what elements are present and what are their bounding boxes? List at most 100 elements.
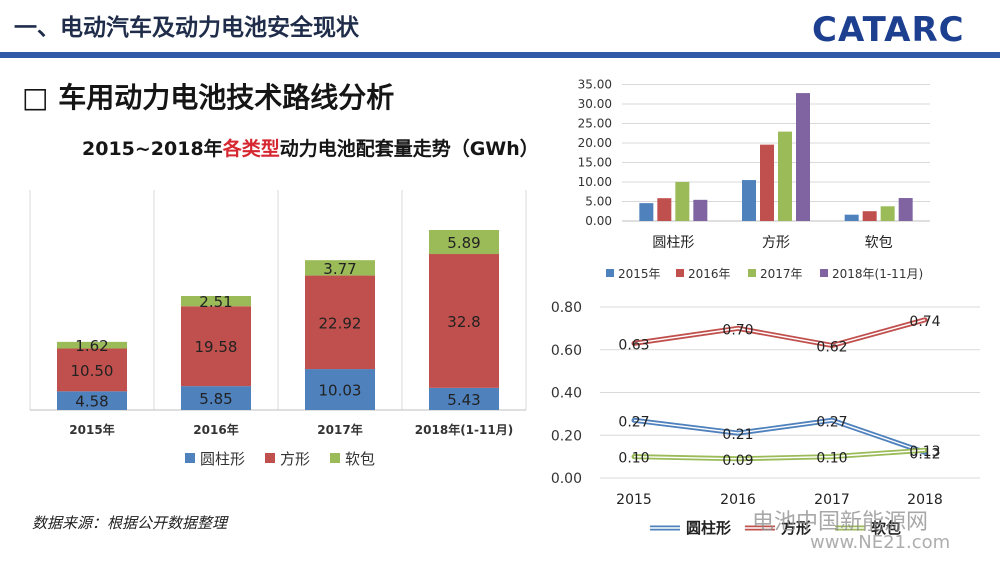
stacked-bar-segment (429, 254, 499, 388)
grouped-bar (693, 199, 708, 221)
x-tick-label: 2018 (907, 492, 943, 508)
y-tick-label: 0.20 (551, 428, 582, 444)
grouped-bar-chart: 0.00 5.00 10.00 15.00 20.00 25.00 30.00 35.00 圆柱… (578, 78, 930, 281)
grouped-bar (778, 131, 792, 221)
stacked-bar-segment (181, 386, 251, 410)
legend-label: 2015年 (618, 267, 661, 281)
section-title: □ 车用动力电池技术路线分析 (22, 81, 395, 114)
source-note: 数据来源：根据公开数据整理 (32, 514, 228, 532)
chart-title-part2: 动力电池配套量走势（GWh） (279, 138, 539, 160)
line-data-label: 0.09 (722, 453, 753, 469)
series-line-2 (631, 317, 928, 348)
bar-data-label: 3.77 (323, 260, 356, 278)
y-tick-label: 0.00 (551, 471, 582, 487)
grouped-bar (760, 144, 774, 221)
stacked-chart-title: 2015~2018年各类型动力电池配套量走势（GWh） (82, 134, 539, 161)
x-tick-label: 2015年 (69, 422, 114, 437)
y-tick-label: 30.00 (578, 97, 612, 111)
stacked-bar-segment (305, 260, 375, 276)
legend-swatch (265, 453, 275, 463)
y-tick-label: 5.00 (585, 195, 612, 209)
bar-data-label: 32.8 (447, 313, 480, 331)
legend-swatch (676, 269, 684, 277)
bar-data-label: 2.51 (199, 293, 232, 311)
legend-swatch (185, 453, 195, 463)
legend-label: 2018年(1-11月) (832, 267, 923, 281)
bar-data-label: 10.50 (71, 362, 114, 380)
legend-label: 软包 (871, 519, 901, 537)
grouped-bar (796, 93, 810, 221)
grouped-bar (880, 206, 895, 221)
x-tick-label: 方形 (762, 235, 790, 251)
bar-data-label: 4.58 (75, 393, 108, 411)
line-data-label: 0.70 (722, 322, 753, 338)
legend-label: 圆柱形 (200, 450, 245, 468)
stacked-bar-segment (181, 296, 251, 307)
stacked-bar-segment (305, 369, 375, 410)
bar-data-label: 10.03 (319, 382, 362, 400)
header-rule (0, 52, 1000, 58)
grouped-bar (657, 198, 672, 221)
series-line-inner-2 (633, 319, 926, 347)
y-tick-label: 35.00 (578, 78, 612, 92)
grouped-bar (675, 181, 690, 221)
line-data-label: 0.74 (909, 314, 940, 330)
grouped-bar (742, 180, 756, 221)
watermark-text: 电池中国新能源网 (752, 510, 929, 535)
chart-title-part1: 2015~2018年 (82, 138, 223, 160)
stacked-bar-chart: 4.58 10.50 1.62 2015年 5.85 19.58 2.51 2016年 10.0… (29, 190, 527, 468)
grouped-bar (898, 198, 913, 221)
legend-label: 方形 (280, 450, 310, 468)
legend-label: 2016年 (688, 267, 731, 281)
catarc-logo: CATARC (812, 10, 965, 50)
x-tick-label: 2017 (814, 492, 850, 508)
header-title: 一、电动汽车及动力电池安全现状 (14, 15, 359, 41)
stacked-bar-segment (57, 348, 127, 392)
x-tick-label: 2017年 (317, 422, 362, 437)
stacked-bar-segment (181, 306, 251, 387)
x-tick-label: 2016 (720, 492, 756, 508)
y-tick-label: 0.80 (551, 300, 582, 316)
legend-label: 软包 (345, 450, 375, 468)
line-chart: 0.00 0.20 0.40 0.60 0.80 2015 2016 2017 2018 0.27… (551, 300, 980, 537)
legend-swatch (820, 269, 828, 277)
line-data-label: 0.13 (909, 444, 940, 460)
legend-label: 方形 (781, 519, 811, 537)
bar-data-label: 5.43 (447, 391, 480, 409)
grouped-bar (844, 214, 859, 221)
y-tick-label: 25.00 (578, 117, 612, 131)
legend-swatch (330, 453, 340, 463)
y-tick-label: 15.00 (578, 156, 612, 170)
header-bar (0, 0, 1000, 62)
y-tick-label: 0.40 (551, 386, 582, 402)
line-data-label: 0.27 (816, 414, 847, 430)
bar-data-label: 22.92 (319, 314, 362, 332)
stacked-bar-segment (57, 341, 127, 349)
legend-label: 圆柱形 (686, 519, 731, 537)
line-data-label: 0.27 (618, 414, 649, 430)
legend-label: 2017年 (760, 267, 803, 281)
chart-title-highlight: 各类型 (222, 138, 280, 160)
stacked-bar-segment (429, 387, 499, 410)
y-tick-label: 10.00 (578, 175, 612, 189)
series-line-inner-1 (633, 419, 926, 454)
bar-data-label: 5.89 (447, 234, 480, 252)
x-tick-label: 圆柱形 (652, 235, 694, 251)
grouped-bar (862, 211, 877, 221)
x-tick-label: 2015 (616, 492, 652, 508)
bar-data-label: 5.85 (199, 390, 232, 408)
series-line-inner-3 (633, 449, 926, 460)
grouped-bar (639, 203, 654, 221)
stacked-bar-segment (57, 391, 127, 410)
bar-data-label: 19.58 (195, 338, 238, 356)
watermark-url: www.NE21.com (810, 532, 951, 553)
stacked-bar-segment (429, 229, 499, 255)
stacked-bar-segment (305, 275, 375, 370)
y-tick-label: 0.60 (551, 343, 582, 359)
x-tick-label: 软包 (865, 235, 893, 251)
line-data-label: 0.10 (618, 451, 649, 467)
legend-swatch (606, 269, 614, 277)
line-data-label: 0.63 (618, 337, 649, 353)
legend-swatch (748, 269, 756, 277)
bar-data-label: 1.62 (75, 337, 108, 355)
